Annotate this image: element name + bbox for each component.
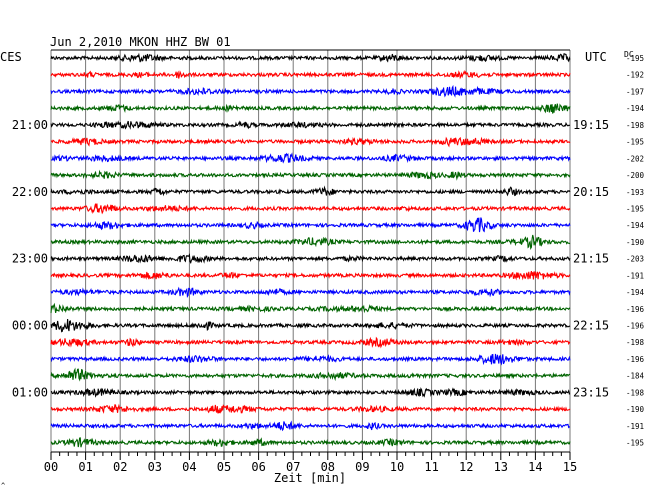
trace-8 xyxy=(50,185,571,197)
trace-18 xyxy=(50,353,571,366)
right-time-label: 19:15 xyxy=(573,118,609,132)
dc-offset-label: -195 xyxy=(626,439,644,448)
dc-offset-label: -198 xyxy=(626,388,645,397)
dc-offset-label: -196 xyxy=(626,355,645,364)
dc-offset-label: -194 xyxy=(626,104,645,113)
trace-17 xyxy=(50,336,571,349)
trace-22 xyxy=(50,420,571,432)
x-tick-label: 13 xyxy=(494,460,508,474)
x-tick-label: 15 xyxy=(563,460,577,474)
x-axis-label: Zeit [min] xyxy=(274,471,346,485)
dc-offset-label: -203 xyxy=(626,255,644,264)
right-time-labels: 19:15 20:15 21:15 22:15 23:15 xyxy=(573,118,609,400)
dc-offset-label: -197 xyxy=(626,87,644,96)
dc-offset-label: -198 xyxy=(626,121,645,130)
trace-14 xyxy=(50,286,571,299)
x-tick-label: 01 xyxy=(78,460,92,474)
seismic-traces xyxy=(50,52,571,448)
right-time-label: 20:15 xyxy=(573,185,609,199)
right-axis-label: UTC xyxy=(585,50,607,64)
trace-5 xyxy=(50,136,571,148)
dc-offset-label: -195 xyxy=(626,54,644,63)
left-time-label: 01:00 xyxy=(12,385,48,399)
trace-23 xyxy=(50,437,571,448)
dc-offset-label: -190 xyxy=(626,238,645,247)
x-tick-label: 00 xyxy=(44,460,58,474)
x-tick-label: 04 xyxy=(182,460,196,474)
trace-16 xyxy=(50,319,571,333)
dc-label: DC xyxy=(624,50,634,59)
right-time-label: 23:15 xyxy=(573,385,609,399)
dc-offset-label: -194 xyxy=(626,221,645,230)
right-time-label: 21:15 xyxy=(573,252,609,266)
x-tick-label: 11 xyxy=(424,460,438,474)
x-axis: 00 01 02 03 04 05 06 07 08 09 10 11 12 13 14 15 xyxy=(44,452,577,474)
dc-offset-label: -192 xyxy=(626,71,644,80)
dc-offset-label: -198 xyxy=(626,338,645,347)
trace-2 xyxy=(50,84,571,98)
x-tick-label: 14 xyxy=(528,460,542,474)
trace-15 xyxy=(50,302,571,314)
dc-offset-label: -184 xyxy=(626,372,645,381)
left-time-label: 00:00 xyxy=(12,319,48,333)
x-tick-label: 06 xyxy=(251,460,265,474)
chart-title: Jun 2,2010 MKON HHZ BW 01 xyxy=(50,35,231,49)
trace-0 xyxy=(50,52,571,63)
trace-9 xyxy=(50,203,571,215)
trace-19 xyxy=(50,367,571,382)
trace-11 xyxy=(50,234,571,250)
dc-offset-label: -195 xyxy=(626,138,644,147)
corner-mark: ^ xyxy=(1,482,5,490)
x-tick-label: 03 xyxy=(148,460,162,474)
trace-20 xyxy=(50,387,571,398)
dc-offset-label: -195 xyxy=(626,204,644,213)
dc-offset-label: -193 xyxy=(626,188,644,197)
right-time-label: 22:15 xyxy=(573,319,609,333)
dc-offset-label: -202 xyxy=(626,154,644,163)
dc-offset-label: -190 xyxy=(626,405,645,414)
x-tick-label: 12 xyxy=(459,460,473,474)
left-axis-label: CES xyxy=(0,50,22,64)
left-time-label: 21:00 xyxy=(12,118,48,132)
dc-offset-label: -200 xyxy=(626,171,645,180)
trace-13 xyxy=(50,270,571,281)
left-time-label: 22:00 xyxy=(12,185,48,199)
dc-offset-labels: -195 -192 -197 -194 -198 -195 -202 -200 -193 -195… xyxy=(626,54,645,448)
x-tick-label: 02 xyxy=(113,460,127,474)
dc-offset-label: -191 xyxy=(626,422,644,431)
trace-3 xyxy=(50,103,571,114)
dc-offset-label: -194 xyxy=(626,288,645,297)
trace-21 xyxy=(50,403,571,414)
trace-12 xyxy=(50,253,571,265)
dc-offset-label: -196 xyxy=(626,322,645,331)
dc-offset-label: -196 xyxy=(626,305,645,314)
trace-1 xyxy=(50,69,571,80)
left-time-label: 23:00 xyxy=(12,252,48,266)
trace-10 xyxy=(50,217,571,233)
trace-4 xyxy=(50,120,571,130)
left-time-labels: 21:00 22:00 23:00 00:00 01:00 xyxy=(12,118,48,400)
dc-offset-label: -191 xyxy=(626,271,644,280)
x-tick-label: 08 xyxy=(321,460,335,474)
x-tick-label: 07 xyxy=(286,460,300,474)
trace-7 xyxy=(50,169,571,181)
trace-6 xyxy=(50,152,571,164)
x-tick-label: 09 xyxy=(355,460,369,474)
x-tick-label: 05 xyxy=(217,460,231,474)
x-tick-label: 10 xyxy=(390,460,404,474)
